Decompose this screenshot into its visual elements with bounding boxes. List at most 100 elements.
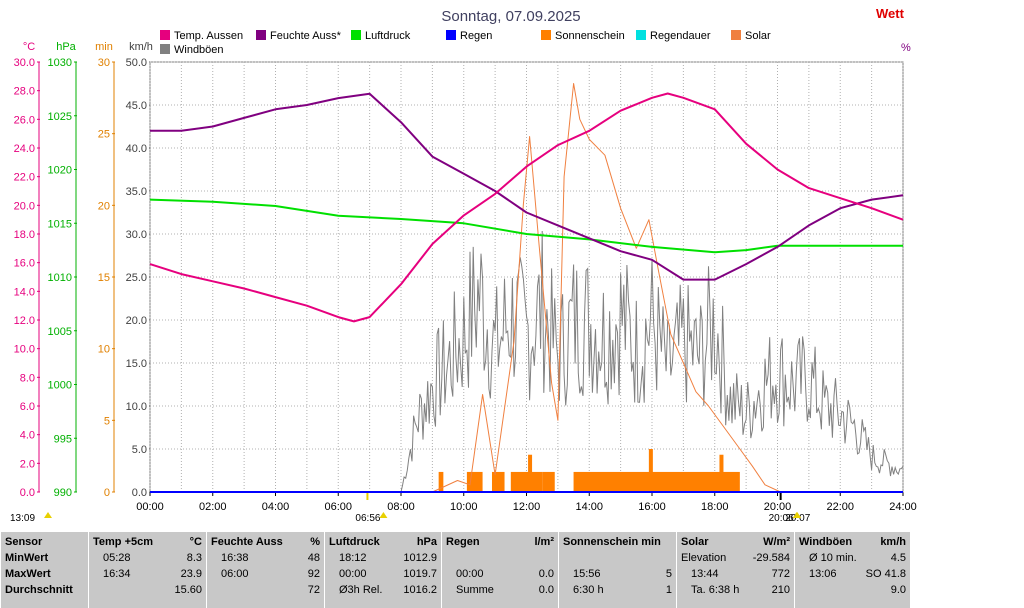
stats-row: 00:00 1019.7 xyxy=(329,566,437,582)
y-tick-label-pressure: 1015 xyxy=(48,218,72,230)
stats-row: 13:44 772 xyxy=(681,566,790,582)
stats-value: 92 xyxy=(307,568,320,580)
sunshine-bar xyxy=(438,471,444,492)
sunshine-bar xyxy=(528,454,533,492)
stats-header-unit: % xyxy=(310,536,320,548)
stats-column: Solar W/m² Elevation -29.584 13:44 772 Ta. 6:3… xyxy=(676,532,794,608)
stats-row: 13:06 SO 41.8 xyxy=(799,566,906,582)
stats-row: 16:38 48 xyxy=(211,550,320,566)
legend-label: Regendauer xyxy=(650,30,711,42)
y-tick-label-speed: 45.0 xyxy=(126,100,147,112)
y-tick-label-temp: 22.0 xyxy=(14,172,35,184)
stats-row: 6:30 h 1 xyxy=(563,582,672,598)
y-tick-label-pressure: 1005 xyxy=(48,326,72,338)
stats-header: Feuchte Auss% xyxy=(211,534,320,550)
stats-value: 0.0 xyxy=(538,568,554,580)
stats-header: Windböen km/h xyxy=(799,534,906,550)
stats-row: Elevation -29.584 xyxy=(681,550,790,566)
y-tick-label-minutes: 25 xyxy=(98,129,110,141)
stats-row: 18:12 1012.9 xyxy=(329,550,437,566)
stats-header-unit: W/m² xyxy=(763,536,790,548)
legend-swatch xyxy=(636,30,646,40)
stats-time: Ta. 6:38 h xyxy=(691,584,740,596)
y-tick-label-pressure: 1010 xyxy=(48,272,72,284)
x-tick-label: 10:00 xyxy=(450,501,478,513)
stats-value: 210 xyxy=(771,584,790,596)
y-tick-label-temp: 30.0 xyxy=(14,57,35,69)
stats-time: Ø 10 min. xyxy=(809,552,857,564)
y-tick-label-temp: 28.0 xyxy=(14,86,35,98)
legend-label: Solar xyxy=(745,30,771,42)
legend-label: Sonnenschein xyxy=(555,30,625,42)
x-tick-label: 24:00 xyxy=(889,501,917,513)
stats-value: 1 xyxy=(665,584,672,596)
y-axis-unit-pressure: hPa xyxy=(56,41,76,53)
x-tick-label: 08:00 xyxy=(387,501,415,513)
stats-header-label: Solar xyxy=(681,536,709,548)
statistics-table: Sensor MinWert MaxWert Durchschnitt Temp +5c… xyxy=(0,532,910,608)
legend-swatch xyxy=(446,30,456,40)
y-tick-label-minutes: 0 xyxy=(104,487,110,499)
stats-header-label: Feuchte Auss xyxy=(211,536,283,548)
stats-header-unit: °C xyxy=(189,536,202,548)
stats-row-label: MaxWert xyxy=(5,568,51,580)
y-tick-label-minutes: 5 xyxy=(104,415,110,427)
stats-row: 05:28 8.3 xyxy=(93,550,202,566)
stats-value: 1016.2 xyxy=(403,584,437,596)
stats-row xyxy=(563,550,672,566)
y-tick-label-speed: 0.0 xyxy=(132,487,147,499)
x-tick-label: 16:00 xyxy=(638,501,666,513)
y-tick-label-speed: 10.0 xyxy=(126,401,147,413)
stats-row: 15:56 5 xyxy=(563,566,672,582)
y-tick-label-pressure: 1020 xyxy=(48,165,72,177)
y-tick-label-minutes: 20 xyxy=(98,200,110,212)
stats-value: 1012.9 xyxy=(403,552,437,564)
plot-area xyxy=(149,61,904,493)
y-axis-unit-speed: km/h xyxy=(129,41,153,53)
stats-row: Durchschnitt xyxy=(5,582,84,598)
sunshine-bar xyxy=(466,471,483,492)
stats-row: 16:34 23.9 xyxy=(93,566,202,582)
y-tick-label-speed: 20.0 xyxy=(126,315,147,327)
sunshine-bar xyxy=(510,471,543,492)
stats-row: 72 xyxy=(211,582,320,598)
sunshine-bar xyxy=(573,471,740,492)
stats-row-label: Durchschnitt xyxy=(5,584,73,596)
stats-header-unit: hPa xyxy=(416,536,437,548)
stats-row: MinWert xyxy=(5,550,84,566)
marker-icon xyxy=(379,512,388,518)
y-tick-label-speed: 35.0 xyxy=(126,186,147,198)
stats-row-label: MinWert xyxy=(5,552,49,564)
stats-row: 9.0 xyxy=(799,582,906,598)
stats-row: Ta. 6:38 h 210 xyxy=(681,582,790,598)
stats-time: 6:30 h xyxy=(573,584,604,596)
stats-header-label: Regen xyxy=(446,536,480,548)
stats-value: SO 41.8 xyxy=(865,568,906,580)
marker-label: 20:07 xyxy=(785,513,810,524)
legend-label: Regen xyxy=(460,30,492,42)
marker-label: 06:56 xyxy=(355,513,380,524)
stats-value: 772 xyxy=(771,568,790,580)
stats-row: MaxWert xyxy=(5,566,84,582)
y-tick-label-speed: 5.0 xyxy=(132,444,147,456)
y-tick-label-minutes: 30 xyxy=(98,57,110,69)
series-line-temp-aussen xyxy=(149,92,904,323)
marker-label: 20:06 xyxy=(769,513,794,524)
stats-row: 06:00 92 xyxy=(211,566,320,582)
y-axis-unit-temp: °C xyxy=(23,41,35,53)
x-tick-label: 04:00 xyxy=(262,501,290,513)
y-tick-label-pressure: 1000 xyxy=(48,380,72,392)
stats-time: 13:44 xyxy=(691,568,719,580)
y-tick-label-temp: 18.0 xyxy=(14,229,35,241)
legend-swatch xyxy=(256,30,266,40)
y-tick-label-minutes: 15 xyxy=(98,272,110,284)
stats-header-label: Windböen xyxy=(799,536,853,548)
y-tick-label-temp: 4.0 xyxy=(20,430,35,442)
y-tick-label-temp: 14.0 xyxy=(14,286,35,298)
legend-label: Temp. Aussen xyxy=(174,30,243,42)
legend-label: Windböen xyxy=(174,44,224,56)
stats-row: 15.60 xyxy=(93,582,202,598)
y-tick-label-temp: 10.0 xyxy=(14,344,35,356)
y-tick-label-speed: 15.0 xyxy=(126,358,147,370)
stats-header-unit: km/h xyxy=(880,536,906,548)
